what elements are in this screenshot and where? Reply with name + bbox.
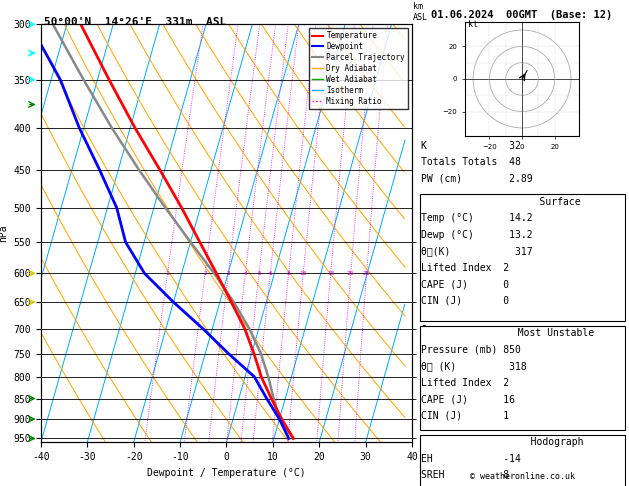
Text: CIN (J)       1: CIN (J) 1 xyxy=(421,411,509,421)
Text: Lifted Index  2: Lifted Index 2 xyxy=(421,263,509,273)
Text: 2: 2 xyxy=(203,271,207,276)
Text: 1: 1 xyxy=(165,271,169,276)
Text: Pressure (mb) 850: Pressure (mb) 850 xyxy=(421,345,521,355)
Text: θᴇ (K)         318: θᴇ (K) 318 xyxy=(421,361,527,371)
Text: 15: 15 xyxy=(327,271,335,276)
Text: kt: kt xyxy=(468,20,478,29)
Text: 50°00'N  14°26'E  331m  ASL: 50°00'N 14°26'E 331m ASL xyxy=(44,17,226,27)
Text: EH            -14: EH -14 xyxy=(421,454,521,464)
Text: 8: 8 xyxy=(287,271,291,276)
Text: Surface: Surface xyxy=(516,197,581,207)
Text: SREH          8: SREH 8 xyxy=(421,470,509,481)
Text: CAPE (J)      0: CAPE (J) 0 xyxy=(421,279,509,290)
Text: PW (cm)        2.89: PW (cm) 2.89 xyxy=(421,174,533,184)
Text: CAPE (J)      16: CAPE (J) 16 xyxy=(421,394,515,404)
Text: Dewp (°C)      13.2: Dewp (°C) 13.2 xyxy=(421,230,533,240)
Text: 10: 10 xyxy=(299,271,307,276)
Text: 4: 4 xyxy=(243,271,247,276)
Text: θᴇ(K)           317: θᴇ(K) 317 xyxy=(421,246,533,257)
Text: km
ASL: km ASL xyxy=(413,2,428,22)
Text: 5: 5 xyxy=(257,271,261,276)
Text: Most Unstable: Most Unstable xyxy=(506,328,594,338)
Text: 3: 3 xyxy=(226,271,230,276)
Y-axis label: hPa: hPa xyxy=(0,225,8,242)
Text: Temp (°C)      14.2: Temp (°C) 14.2 xyxy=(421,213,533,224)
Text: 20: 20 xyxy=(347,271,354,276)
Text: 01.06.2024  00GMT  (Base: 12): 01.06.2024 00GMT (Base: 12) xyxy=(431,10,613,20)
Text: Lifted Index  2: Lifted Index 2 xyxy=(421,378,509,388)
Legend: Temperature, Dewpoint, Parcel Trajectory, Dry Adiabat, Wet Adiabat, Isotherm, Mi: Temperature, Dewpoint, Parcel Trajectory… xyxy=(309,28,408,109)
X-axis label: Dewpoint / Temperature (°C): Dewpoint / Temperature (°C) xyxy=(147,468,306,478)
Text: Hodograph: Hodograph xyxy=(513,437,583,448)
Text: CIN (J)       0: CIN (J) 0 xyxy=(421,296,509,306)
Text: © weatheronline.co.uk: © weatheronline.co.uk xyxy=(470,472,574,481)
Text: K              32: K 32 xyxy=(421,141,521,151)
Text: 25: 25 xyxy=(363,271,370,276)
Text: 6: 6 xyxy=(269,271,272,276)
Text: Totals Totals  48: Totals Totals 48 xyxy=(421,157,521,168)
